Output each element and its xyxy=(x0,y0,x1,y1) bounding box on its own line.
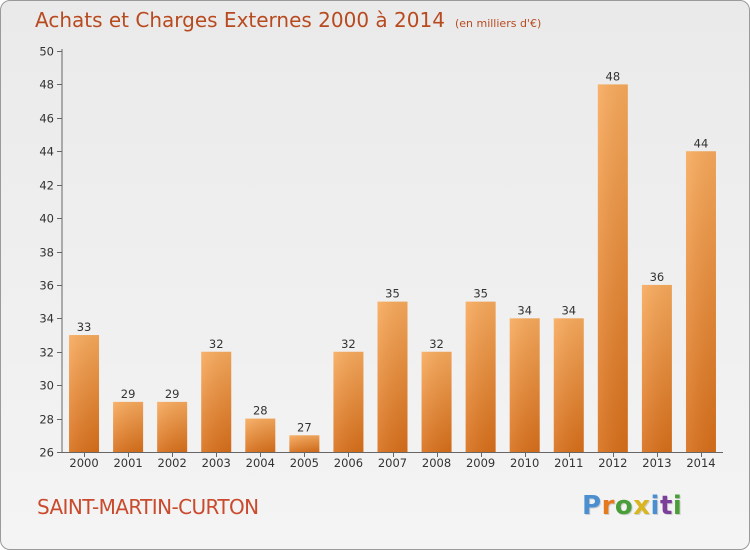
bar-shade-2011 xyxy=(553,318,584,452)
y-tick-label: 40 xyxy=(39,212,54,226)
y-tick-label: 38 xyxy=(39,246,54,260)
y-tick-label: 26 xyxy=(39,446,54,460)
y-tick-label: 50 xyxy=(39,45,54,59)
bar-shade-2003 xyxy=(201,351,232,452)
chart-title-block: Achats et Charges Externes 2000 à 2014 (e… xyxy=(35,8,541,32)
logo-letter: i xyxy=(650,491,660,521)
bar-value-label: 35 xyxy=(473,287,488,301)
bar-shade-2009 xyxy=(465,301,496,452)
bar-value-label: 32 xyxy=(209,337,224,351)
x-tick-label: 2004 xyxy=(246,456,275,470)
bar-shade-2007 xyxy=(377,301,408,452)
x-tick-label: 2001 xyxy=(113,456,142,470)
bar-shade-2000 xyxy=(69,335,100,452)
x-axis: 2000 2001 2002 2003 2004 2005 2006 2007 2008 2009… xyxy=(62,452,723,470)
y-tick-label: 28 xyxy=(39,413,54,427)
x-tick-label: 2014 xyxy=(686,456,715,470)
y-tick-label: 48 xyxy=(39,78,54,92)
logo-letter: i xyxy=(672,491,683,521)
x-tick-label: 2010 xyxy=(510,456,539,470)
bars: 33 29 29 32 28 27 32 35 32 35 34 34 48 36 44 xyxy=(69,69,716,453)
logo-letter: P xyxy=(582,491,602,521)
bar-value-label: 33 xyxy=(77,320,92,334)
x-tick-label: 2005 xyxy=(290,456,319,470)
bar-value-label: 36 xyxy=(650,270,665,284)
bar-shade-2001 xyxy=(113,401,144,452)
chart-title: Achats et Charges Externes 2000 à 2014 xyxy=(35,8,445,32)
bar-shade-2005 xyxy=(289,435,320,452)
x-tick-label: 2000 xyxy=(69,456,98,470)
x-tick-label: 2008 xyxy=(422,456,451,470)
y-tick-label: 44 xyxy=(39,145,54,159)
bar-value-label: 35 xyxy=(385,287,400,301)
y-tick-label: 30 xyxy=(39,379,54,393)
logo-letter: r xyxy=(601,491,615,521)
bar-shade-2006 xyxy=(333,351,364,452)
bar-shade-2004 xyxy=(245,418,276,452)
x-tick-label: 2009 xyxy=(466,456,495,470)
y-tick-label: 34 xyxy=(39,312,54,326)
bar-value-label: 34 xyxy=(517,303,532,317)
x-tick-label: 2007 xyxy=(378,456,407,470)
bar-shade-2013 xyxy=(641,284,672,452)
bar-value-label: 29 xyxy=(121,387,136,401)
bar-value-label: 48 xyxy=(606,69,621,83)
y-tick-label: 36 xyxy=(39,279,54,293)
y-axis: 26 28 30 32 34 36 38 40 42 44 46 48 50 xyxy=(39,45,63,460)
bar-value-label: 32 xyxy=(429,337,444,351)
y-tick-label: 32 xyxy=(39,346,54,360)
x-tick-label: 2012 xyxy=(598,456,627,470)
x-tick-label: 2006 xyxy=(334,456,363,470)
logo-letter: t xyxy=(659,491,673,521)
proxiti-logo: Proxiti xyxy=(582,491,682,521)
bar-value-label: 28 xyxy=(253,404,268,418)
bar-shade-2008 xyxy=(421,351,452,452)
y-tick-label: 46 xyxy=(39,112,54,126)
bar-shade-2014 xyxy=(685,151,716,452)
bar-value-label: 44 xyxy=(694,136,709,150)
bar-value-label: 32 xyxy=(341,337,356,351)
bar-value-label: 27 xyxy=(297,420,312,434)
x-tick-label: 2013 xyxy=(642,456,671,470)
logo-letter: o xyxy=(614,491,634,521)
logo-letter: x xyxy=(633,491,651,521)
chart-subtitle: (en milliers d'€) xyxy=(454,17,542,30)
bar-shade-2002 xyxy=(157,401,188,452)
bar-shade-2010 xyxy=(509,318,540,452)
y-tick-label: 42 xyxy=(39,179,54,193)
x-tick-label: 2011 xyxy=(554,456,583,470)
commune-name: SAINT-MARTIN-CURTON xyxy=(37,495,259,519)
x-tick-label: 2002 xyxy=(158,456,187,470)
bar-shade-2012 xyxy=(597,84,628,453)
x-tick-label: 2003 xyxy=(202,456,231,470)
bar-value-label: 34 xyxy=(561,303,576,317)
bar-value-label: 29 xyxy=(165,387,180,401)
